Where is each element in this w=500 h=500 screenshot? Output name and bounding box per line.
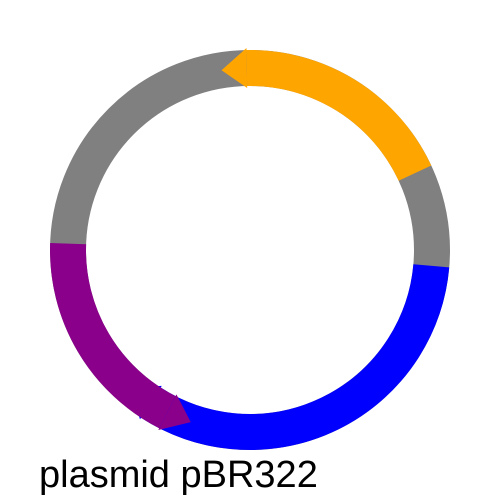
feature-orange (222, 48, 415, 173)
feature-purple (68, 244, 191, 430)
feature-purple-arc (68, 244, 167, 413)
feature-blue-arc (151, 266, 431, 432)
plasmid-title: plasmid pBR322 (39, 452, 318, 498)
feature-orange-arc (247, 68, 415, 173)
